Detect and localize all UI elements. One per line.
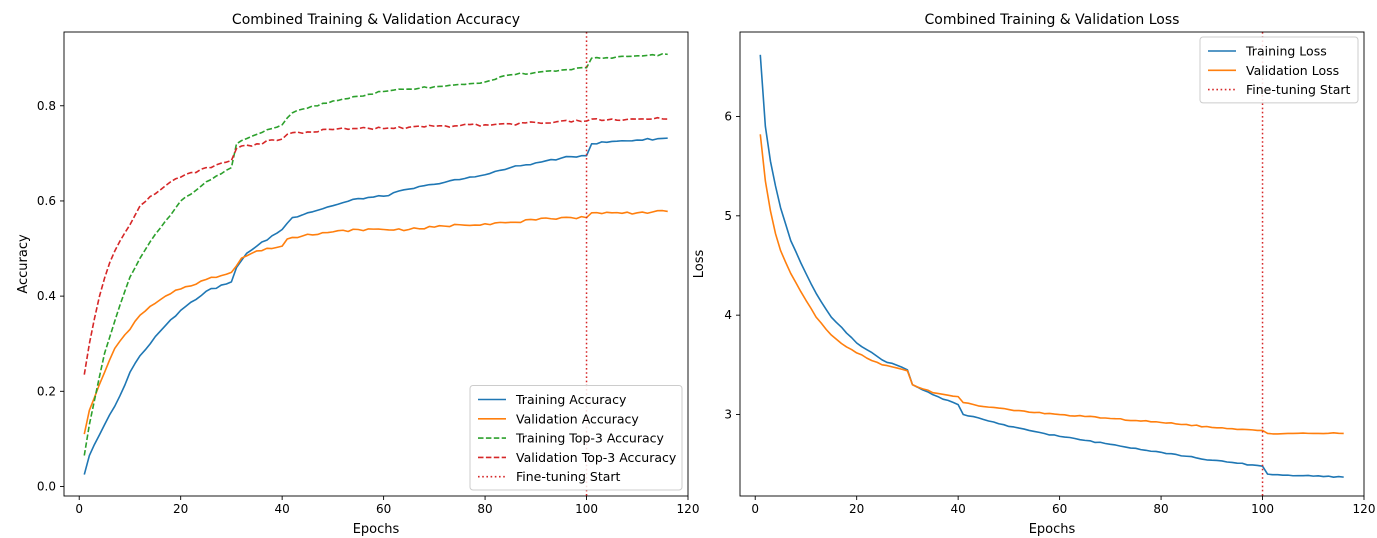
- y-tick-label: 3: [724, 408, 732, 422]
- y-tick-label: 6: [724, 109, 732, 123]
- x-tick-label: 0: [751, 502, 759, 516]
- x-tick-label: 80: [1153, 502, 1168, 516]
- x-tick-label: 20: [849, 502, 864, 516]
- x-tick-label: 40: [275, 502, 290, 516]
- y-axis-label: Accuracy: [16, 234, 31, 294]
- legend-label: Validation Loss: [1246, 63, 1339, 78]
- x-tick-label: 60: [1052, 502, 1067, 516]
- legend-label: Training Loss: [1245, 44, 1327, 59]
- x-axis-label: Epochs: [353, 522, 400, 537]
- x-tick-label: 100: [575, 502, 598, 516]
- plot-frame: [63, 31, 689, 497]
- y-tick-label: 0.4: [37, 289, 56, 303]
- legend-label: Fine-tuning Start: [516, 469, 621, 484]
- chart-title: Combined Training & Validation Accuracy: [232, 12, 520, 28]
- accuracy-chart: Combined Training & Validation Accuracy …: [16, 12, 699, 537]
- y-tick-label: 0.6: [37, 194, 56, 208]
- x-tick-label: 80: [477, 502, 492, 516]
- x-tick-label: 0: [75, 502, 83, 516]
- legend-label: Validation Top-3 Accuracy: [516, 450, 677, 465]
- legend-label: Training Top-3 Accuracy: [515, 431, 664, 446]
- plot-frame: [739, 31, 1365, 497]
- y-tick-label: 0.8: [37, 99, 56, 113]
- x-tick-label: 100: [1251, 502, 1274, 516]
- series-line-validation-top-3-accuracy: [83, 116, 668, 375]
- x-tick-label: 120: [1353, 502, 1376, 516]
- legend-box: [469, 385, 683, 491]
- legend: Training Loss Validation Loss Fine-tuning …: [1199, 36, 1359, 104]
- legend-label: Training Accuracy: [515, 392, 627, 407]
- series-line-training-top-3-accuracy: [83, 53, 668, 456]
- y-axis-label: Loss: [692, 250, 707, 279]
- y-tick-label: 0.0: [37, 479, 56, 493]
- legend-box: [1199, 36, 1359, 104]
- series-line-validation-loss: [759, 134, 1344, 435]
- series-line-training-accuracy: [83, 137, 668, 475]
- y-tick-label: 0.2: [37, 384, 56, 398]
- loss-chart: Combined Training & Validation Loss Epoc…: [692, 12, 1375, 537]
- series-line-validation-accuracy: [83, 209, 668, 435]
- legend: Training Accuracy Validation Accuracy Trai…: [469, 385, 683, 491]
- x-tick-label: 120: [677, 502, 700, 516]
- x-tick-label: 60: [376, 502, 391, 516]
- y-tick-label: 5: [724, 209, 732, 223]
- legend-label: Fine-tuning Start: [1246, 82, 1351, 97]
- x-axis-label: Epochs: [1029, 522, 1076, 537]
- legend-label: Validation Accuracy: [516, 411, 639, 426]
- x-tick-label: 20: [173, 502, 188, 516]
- series-line-training-loss: [759, 54, 1344, 478]
- x-tick-label: 40: [951, 502, 966, 516]
- chart-title: Combined Training & Validation Loss: [925, 12, 1180, 28]
- y-tick-label: 4: [724, 308, 732, 322]
